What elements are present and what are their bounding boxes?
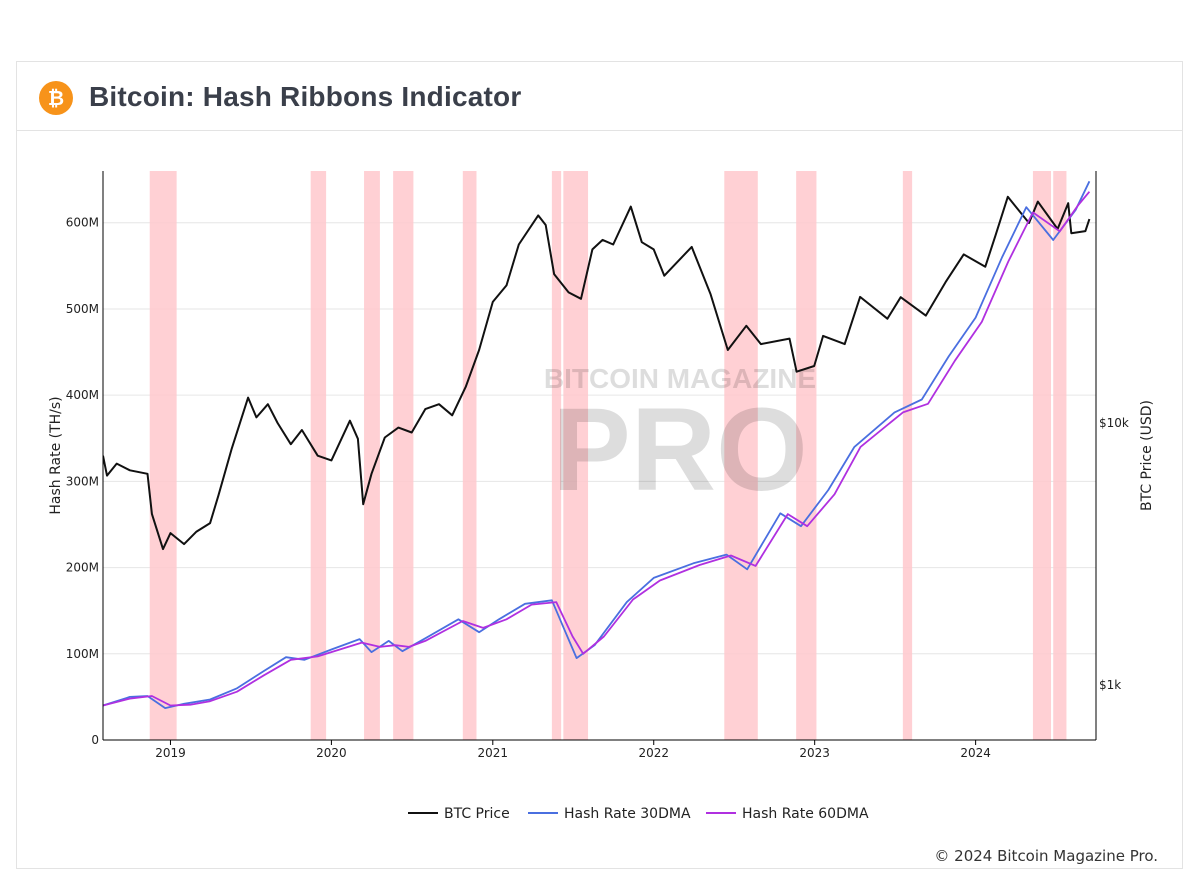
y-right-axis-title: BTC Price (USD) <box>1139 400 1155 511</box>
capitulation-band <box>902 171 913 740</box>
y-left-tick-label: 200M <box>66 561 99 575</box>
watermark-line2: PRO <box>552 384 808 516</box>
copyright-text: © 2024 Bitcoin Magazine Pro. <box>934 847 1158 865</box>
x-tick-label: 2019 <box>155 746 186 760</box>
page-title: Bitcoin: Hash Ribbons Indicator <box>89 81 522 112</box>
capitulation-band <box>551 171 562 740</box>
capitulation-band <box>1032 171 1052 740</box>
capitulation-band <box>393 171 414 740</box>
legend-item-btc-price: BTC Price <box>408 806 510 822</box>
chart-header: ₿ Bitcoin: Hash Ribbons Indicator <box>17 62 1182 131</box>
legend: BTC Price Hash Rate 30DMA Hash Rate 60DMA <box>408 806 869 822</box>
series-lines <box>103 180 1091 709</box>
legend-label: BTC Price <box>444 806 510 822</box>
series-line-hash-rate-30dma <box>103 180 1091 709</box>
capitulation-band <box>149 171 177 740</box>
capitulation-band <box>796 171 817 740</box>
series-line-hash-rate-60dma <box>103 191 1091 707</box>
y-left-tick-label: 600M <box>66 216 99 230</box>
x-tick-label: 2021 <box>478 746 509 760</box>
y-left-tick-label: 0 <box>91 733 99 747</box>
capitulation-band <box>563 171 589 740</box>
y-left-tick-label: 500M <box>66 302 99 316</box>
legend-label: Hash Rate 60DMA <box>742 806 869 822</box>
legend-item-hash-rate-60dma: Hash Rate 60DMA <box>706 806 869 822</box>
x-tick-label: 2020 <box>316 746 347 760</box>
x-tick-label: 2024 <box>960 746 991 760</box>
chart-card: ₿ Bitcoin: Hash Ribbons Indicator <box>16 61 1183 869</box>
bitcoin-logo-icon: ₿ <box>39 81 73 115</box>
y-left-tick-label: 100M <box>66 647 99 661</box>
capitulation-band <box>724 171 758 740</box>
capitulation-band <box>364 171 380 740</box>
y-left-axis-title: Hash Rate (TH/s) <box>48 396 64 514</box>
y-right-tick-label: $1k <box>1099 678 1121 692</box>
legend-label: Hash Rate 30DMA <box>564 806 691 822</box>
legend-item-hash-rate-30dma: Hash Rate 30DMA <box>528 806 691 822</box>
x-tick-label: 2022 <box>638 746 669 760</box>
watermark-line1: BITCOIN MAGAZINE <box>544 363 816 394</box>
y-left-tick-label: 400M <box>66 388 99 402</box>
capitulation-bands <box>149 171 1067 740</box>
series-line-btc-price <box>103 195 1091 551</box>
x-tick-label: 2023 <box>799 746 830 760</box>
y-right-tick-label: $10k <box>1099 416 1129 430</box>
y-left-tick-label: 300M <box>66 474 99 488</box>
capitulation-band <box>462 171 477 740</box>
capitulation-band <box>1053 171 1067 740</box>
